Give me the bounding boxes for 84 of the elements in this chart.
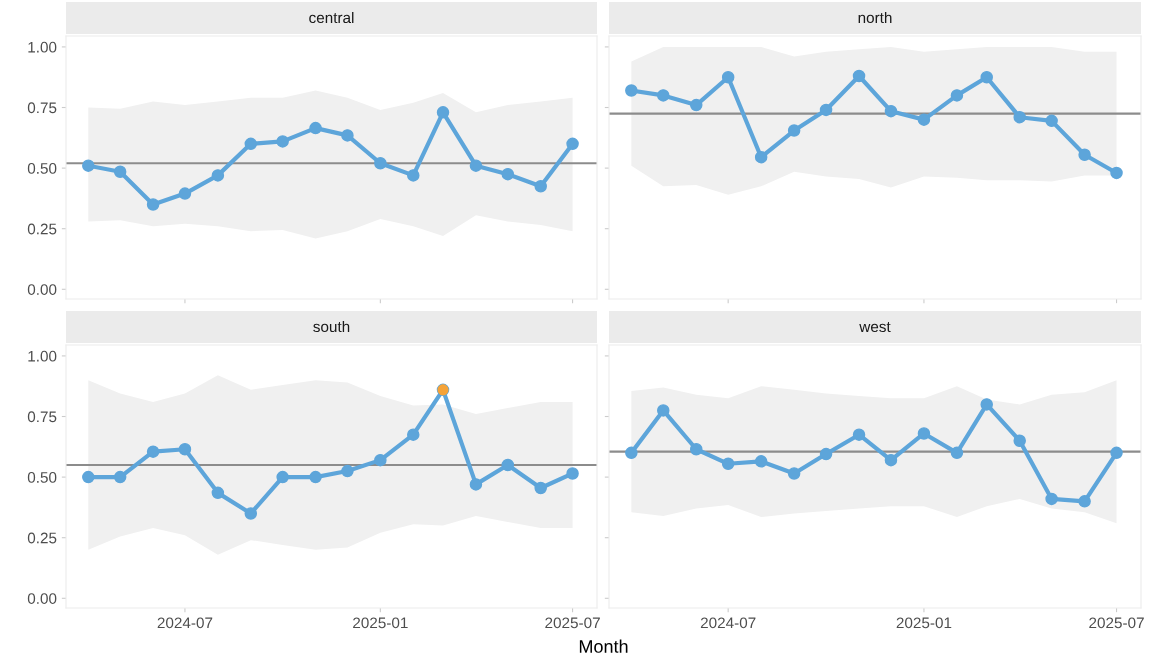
y-tick-label: 0.75 — [27, 411, 57, 423]
point — [113, 165, 127, 178]
point — [1045, 114, 1058, 128]
y-tick-label: 0.00 — [27, 593, 57, 604]
point — [980, 70, 993, 84]
point — [374, 453, 387, 467]
point — [469, 478, 483, 491]
point — [625, 84, 638, 97]
point — [1045, 492, 1058, 506]
x-tick-label: 2025-01 — [353, 617, 408, 629]
point — [689, 98, 703, 112]
point — [657, 89, 670, 102]
point — [82, 470, 95, 484]
x-tick-label: 2024-07 — [157, 617, 213, 629]
y-tick-label: 0.00 — [27, 284, 57, 295]
chart-title: south — [313, 320, 350, 333]
x-tick-label: 2025-07 — [545, 617, 600, 629]
point — [146, 198, 160, 211]
y-tick-label: 1.00 — [28, 350, 57, 362]
x-tick-label: 2025-01 — [896, 617, 952, 629]
point — [754, 150, 768, 164]
point — [625, 446, 638, 460]
point — [309, 121, 322, 135]
point — [819, 447, 833, 461]
point — [852, 69, 866, 83]
point — [884, 104, 898, 118]
y-tick-label: 0.25 — [27, 223, 57, 235]
point — [1110, 446, 1123, 460]
point — [1078, 148, 1091, 162]
point — [244, 137, 258, 151]
point — [407, 428, 420, 441]
point — [211, 169, 225, 182]
point — [501, 167, 515, 181]
x-tick-label: 2024-07 — [700, 617, 756, 629]
point — [178, 187, 192, 200]
chart-title: west — [859, 322, 891, 333]
point — [341, 464, 354, 478]
point — [950, 89, 964, 102]
point — [146, 445, 160, 458]
point — [1013, 110, 1026, 124]
y-tick-label: 1.00 — [28, 41, 57, 53]
point — [754, 455, 768, 468]
chart-title: north — [858, 11, 892, 24]
x-tick-label: 2025-07 — [1089, 617, 1144, 629]
point — [566, 137, 579, 151]
point — [787, 467, 801, 480]
point — [407, 169, 420, 182]
point — [244, 507, 258, 520]
point — [374, 157, 387, 170]
point — [534, 180, 547, 193]
point — [1110, 166, 1123, 180]
point — [787, 124, 801, 137]
point — [721, 457, 735, 471]
point — [309, 470, 322, 484]
point — [436, 106, 450, 119]
point — [819, 103, 833, 117]
point — [276, 470, 289, 484]
point — [657, 404, 670, 417]
point — [113, 470, 127, 484]
point — [276, 135, 289, 148]
x-axis-title: Month — [579, 639, 628, 653]
y-tick-label: 0.50 — [27, 162, 57, 174]
point — [980, 398, 993, 411]
y-tick-label: 0.25 — [27, 532, 57, 544]
point — [852, 428, 866, 441]
point — [469, 159, 483, 172]
point — [1078, 495, 1091, 508]
point — [82, 159, 95, 172]
point — [917, 427, 931, 440]
point — [689, 442, 703, 456]
chart-title: central — [309, 11, 354, 24]
point — [534, 481, 547, 495]
point — [501, 458, 515, 472]
point — [917, 113, 931, 126]
point — [566, 467, 579, 480]
y-tick-label: 0.50 — [27, 471, 57, 483]
point — [1013, 434, 1026, 447]
point — [341, 129, 354, 142]
point — [950, 446, 964, 460]
point — [884, 453, 898, 467]
point — [211, 486, 225, 500]
point — [178, 442, 192, 456]
y-tick-label: 0.75 — [27, 102, 57, 114]
point — [721, 70, 735, 84]
